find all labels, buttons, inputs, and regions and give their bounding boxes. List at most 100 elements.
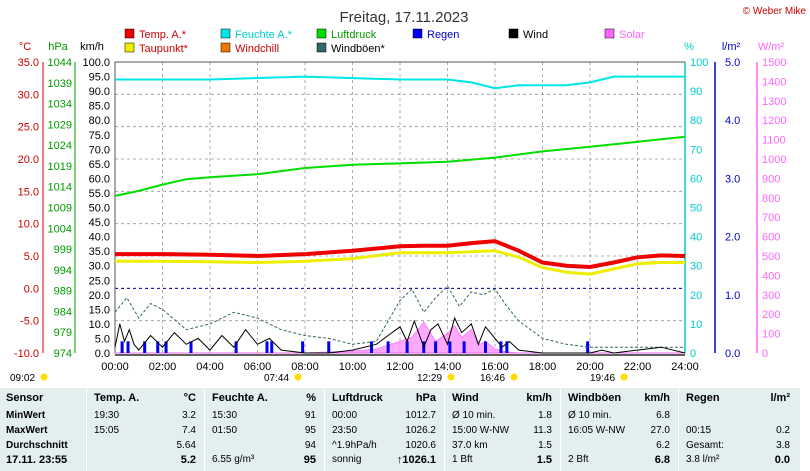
rain-tick-label: 4.0 xyxy=(725,115,740,127)
temp-tick-label: -5.0 xyxy=(20,316,39,328)
chart-title: Freitag, 17.11.2023 xyxy=(340,9,469,26)
temp-tick-label: 30.0 xyxy=(18,89,39,101)
wind-line xyxy=(114,316,686,354)
legend-swatch xyxy=(220,42,231,53)
legend-label: Wind xyxy=(523,29,548,41)
humidity-unit-label: % xyxy=(684,41,694,53)
legend-label: Temp. A.* xyxy=(139,29,187,41)
humidity-tick-label: 80 xyxy=(690,115,702,127)
wind-tick-label: 0.0 xyxy=(95,348,110,360)
humidity-tick-label: 70 xyxy=(690,144,702,156)
humidity-tick-label: 60 xyxy=(690,173,702,185)
stats-cell-label: 00:00 xyxy=(332,410,358,421)
sun-marker-label: 16:46 xyxy=(480,373,505,384)
pressure-tick-label: 1039 xyxy=(48,78,72,90)
column-divider xyxy=(86,388,87,471)
rain-bar xyxy=(327,341,331,353)
sun-marker-label: 12:29 xyxy=(417,373,442,384)
sun-marker-label: 19:46 xyxy=(590,373,615,384)
rain-bar xyxy=(126,341,130,353)
rain-bar xyxy=(499,341,503,353)
wind-tick-label: 35.0 xyxy=(89,246,110,258)
statistics-table: Sensor Temp. A. °C Feuchte A.% Luftdruck hPa W… xyxy=(0,388,800,471)
rain-bar xyxy=(462,341,466,353)
humidity-tick-label: 50 xyxy=(690,203,702,215)
time-tick-label: 20:00 xyxy=(576,361,604,373)
temp-tick-label: 35.0 xyxy=(18,57,39,69)
legend-label: Feuchte A.* xyxy=(235,29,293,41)
temperature-line xyxy=(115,239,686,270)
stats-cell-value: 11.3 xyxy=(533,425,552,436)
sun-icon xyxy=(620,373,628,381)
stats-cell-value: 1.5 xyxy=(538,440,552,451)
stats-cell-label: sonnig xyxy=(332,454,362,465)
pressure-tick-label: 999 xyxy=(54,244,72,256)
stats-cell-label: 6.55 g/m³ xyxy=(212,454,255,465)
rain-unit-label: l/m² xyxy=(722,41,741,53)
pressure-unit-label: hPa xyxy=(48,41,68,53)
legend-label: Windböen* xyxy=(331,43,386,55)
stats-cell-value: 5.64 xyxy=(176,440,196,451)
stats-cell-value: 6.8 xyxy=(656,410,670,421)
humidity-tick-label: 0 xyxy=(690,348,696,360)
temp-tick-label: 20.0 xyxy=(18,154,39,166)
column-divider xyxy=(444,388,445,471)
rain-bar xyxy=(386,341,390,353)
solar-tick-label: 100 xyxy=(762,329,780,341)
stats-cell-label: 15:05 xyxy=(94,425,120,436)
stats-cell-label: 15:30 xyxy=(212,410,238,421)
pressure-tick-label: 989 xyxy=(54,286,72,298)
legend-swatch xyxy=(508,28,519,39)
wind-tick-label: 75.0 xyxy=(89,130,110,142)
solar-tick-label: 400 xyxy=(762,270,780,282)
rain-bar xyxy=(143,341,147,353)
column-divider xyxy=(204,388,205,471)
humidity-tick-label: 90 xyxy=(690,86,702,98)
solar-tick-label: 300 xyxy=(762,290,780,302)
dewpoint-line xyxy=(115,249,685,276)
wind-tick-label: 55.0 xyxy=(89,188,110,200)
humidity-tick-label: 40 xyxy=(690,232,702,244)
rain-bar xyxy=(120,341,124,353)
stats-cell-value: 6.8 xyxy=(654,454,670,466)
stats-cell-value: 1.8 xyxy=(538,410,552,421)
legend-label: Windchill xyxy=(235,43,279,55)
stats-cell-value: 95 xyxy=(303,454,316,466)
legend-label: Taupunkt* xyxy=(139,43,189,55)
stats-header-unit: km/h xyxy=(644,392,670,404)
wind-tick-label: 85.0 xyxy=(89,101,110,113)
wind-tick-label: 10.0 xyxy=(89,319,110,331)
temp-tick-label: -10.0 xyxy=(14,348,39,360)
time-tick-label: 02:00 xyxy=(149,361,177,373)
wind-tick-label: 95.0 xyxy=(89,72,110,84)
pressure-tick-label: 1024 xyxy=(48,140,72,152)
solar-tick-label: 0 xyxy=(762,348,768,360)
stats-header-unit: % xyxy=(306,392,316,404)
temp-tick-label: 25.0 xyxy=(18,122,39,134)
time-tick-label: 10:00 xyxy=(339,361,367,373)
pressure-tick-label: 1044 xyxy=(48,57,72,69)
solar-tick-label: 700 xyxy=(762,212,780,224)
time-tick-label: 18:00 xyxy=(529,361,557,373)
wind-tick-label: 30.0 xyxy=(89,261,110,273)
temp-tick-label: 5.0 xyxy=(24,251,39,263)
legend-swatch xyxy=(412,28,423,39)
solar-tick-label: 500 xyxy=(762,251,780,263)
stats-cell-label: 00:15 xyxy=(686,425,712,436)
time-tick-label: 22:00 xyxy=(624,361,652,373)
sun-marker-label: 09:02 xyxy=(10,373,35,384)
pressure-tick-label: 1034 xyxy=(48,99,72,111)
stats-cell-label: Ø 10 min. xyxy=(568,410,612,421)
humidity-line xyxy=(115,75,685,90)
stats-cell-label: 15:00 W-NW xyxy=(452,425,510,436)
legend-swatch xyxy=(316,42,327,53)
temp-unit-label: °C xyxy=(19,41,31,53)
stats-cell-value: 3.2 xyxy=(182,410,196,421)
rain-tick-label: 1.0 xyxy=(725,290,740,302)
solar-tick-label: 1200 xyxy=(762,115,786,127)
weather-chart: Freitag, 17.11.2023 © Weber Mike Temp. A… xyxy=(10,6,806,384)
pressure-tick-label: 1019 xyxy=(48,161,72,173)
stats-row-label: MaxWert xyxy=(6,425,48,436)
rain-bar xyxy=(189,341,193,353)
stats-cell-value: 0.0 xyxy=(774,454,790,466)
